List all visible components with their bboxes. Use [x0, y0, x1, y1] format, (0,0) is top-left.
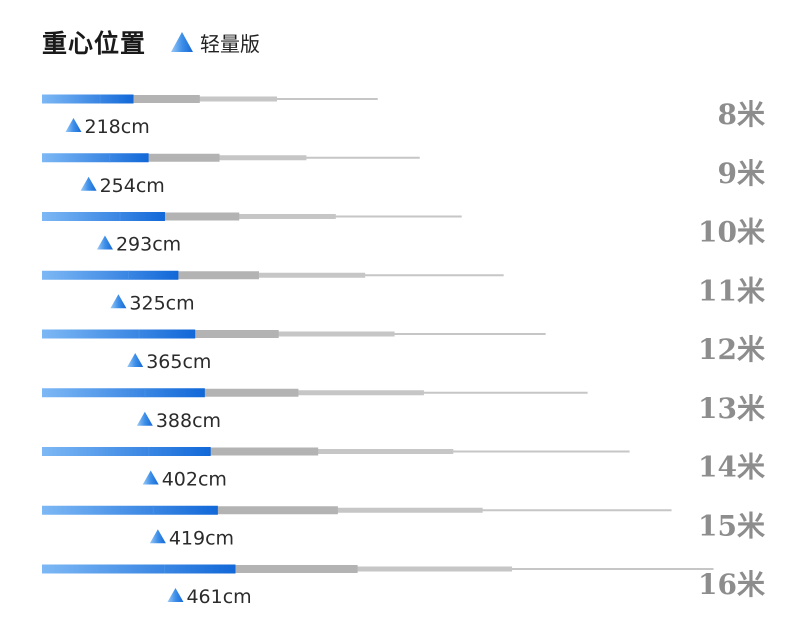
category-label: 8米 — [718, 98, 765, 131]
bar-row: 254cm 9米 — [42, 153, 765, 197]
legend-label: 轻量版 — [200, 31, 261, 56]
category-label: 9米 — [718, 157, 765, 190]
value-label: 254cm — [100, 175, 165, 197]
triangle-icon — [171, 32, 194, 52]
category-label: 15米 — [698, 509, 765, 542]
bar-divider — [148, 447, 150, 456]
triangle-icon — [96, 235, 113, 250]
bar-divider — [119, 212, 121, 221]
category-label: 12米 — [698, 333, 765, 366]
value-label: 402cm — [162, 469, 227, 491]
value-bar — [42, 564, 236, 574]
bar-divider — [138, 329, 140, 339]
value-label: 461cm — [186, 586, 251, 608]
value-bar — [42, 388, 205, 398]
value-label: 218cm — [84, 116, 149, 138]
bar-row: 325cm 11米 — [42, 270, 765, 314]
bar-divider — [163, 564, 165, 574]
bar-row: 218cm 8米 — [42, 94, 765, 138]
bar-row: 388cm 13米 — [42, 388, 765, 432]
category-label: 11米 — [698, 274, 765, 307]
triangle-icon — [167, 588, 184, 602]
value-label: 388cm — [156, 410, 221, 432]
triangle-icon — [136, 411, 153, 426]
bar-row: 419cm 15米 — [42, 505, 765, 549]
chart-title: 重心位置 — [42, 29, 147, 58]
bar-row: 293cm 10米 — [42, 212, 765, 256]
value-label: 365cm — [146, 351, 211, 373]
triangle-icon — [110, 294, 127, 309]
bar-divider — [144, 388, 146, 398]
value-bar — [42, 505, 218, 515]
triangle-icon — [142, 470, 159, 485]
value-bar — [42, 329, 196, 339]
triangle-icon — [80, 176, 97, 191]
category-label: 13米 — [698, 392, 765, 425]
category-label: 14米 — [698, 451, 765, 484]
triangle-icon — [149, 529, 166, 544]
bar-divider — [152, 505, 154, 515]
legend: 轻量版 — [170, 28, 260, 57]
bar-divider — [109, 153, 111, 163]
category-label: 10米 — [698, 216, 765, 249]
value-bar — [42, 270, 179, 280]
chart-header: 重心位置 轻量版 — [42, 24, 260, 60]
value-bar — [42, 447, 211, 456]
bar-row: 402cm 14米 — [42, 447, 765, 491]
value-label: 419cm — [169, 527, 234, 549]
bar-row: 365cm 12米 — [42, 329, 765, 373]
bar-row: 461cm 16米 — [42, 564, 765, 608]
value-bar — [42, 212, 165, 221]
bar-divider — [99, 94, 101, 104]
value-bar — [42, 153, 149, 163]
value-label: 293cm — [116, 234, 181, 256]
bar-divider — [127, 270, 129, 280]
category-label: 16米 — [698, 568, 765, 601]
triangle-icon — [65, 118, 82, 132]
value-bar — [42, 94, 134, 104]
triangle-icon — [127, 353, 144, 367]
value-label: 325cm — [129, 292, 194, 314]
